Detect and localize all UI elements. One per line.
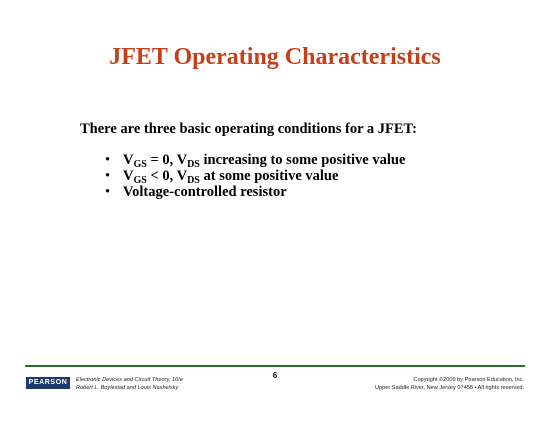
bullet-text-part: at some positive value [199,168,339,184]
subscript-gs: GS [133,159,147,170]
subscript-gs: GS [133,175,147,186]
address-line: Upper Saddle River, New Jersey 07458 • A… [374,385,524,391]
footer-copyright: Copyright ©2009 by Pearson Education, In… [375,376,524,392]
bullet-text-part: V [123,152,134,168]
subscript-ds: DS [187,175,200,186]
book-authors: Robert L. Boylestad and Louis Nashelsky [76,385,179,391]
slide-title: JFET Operating Characteristics [109,44,441,70]
bullet-text-part: V [123,168,134,184]
subscript-ds: DS [187,159,200,170]
copyright-line: Copyright ©2009 by Pearson Education, In… [413,377,524,383]
bullet-icon: • [105,184,111,200]
book-title: Electronic Devices and Circuit Theory, 1… [76,377,183,383]
pearson-logo: PEARSON [26,377,70,389]
footer-book-info: Electronic Devices and Circuit Theory, 1… [76,376,183,392]
bullet-item-voltage-controlled-resistor: • Voltage-controlled resistor [105,184,525,200]
bullet-icon: • [105,168,111,184]
bullet-icon: • [105,152,111,168]
bullet-item-vgs-negative: • VGS < 0, VDS at some positive value [105,168,525,186]
intro-text: There are three basic operating conditio… [80,121,417,137]
footer-divider [25,365,525,367]
bullet-text-part: = 0, V [146,152,188,168]
page-number: 6 [272,371,278,380]
bullet-text: Voltage-controlled resistor [123,184,287,200]
bullet-list: • VGS = 0, VDS increasing to some positi… [105,152,525,200]
bullet-text-part: < 0, V [146,168,188,184]
bullet-item-vgs-zero: • VGS = 0, VDS increasing to some positi… [105,152,525,170]
bullet-text-part: increasing to some positive value [199,152,406,168]
